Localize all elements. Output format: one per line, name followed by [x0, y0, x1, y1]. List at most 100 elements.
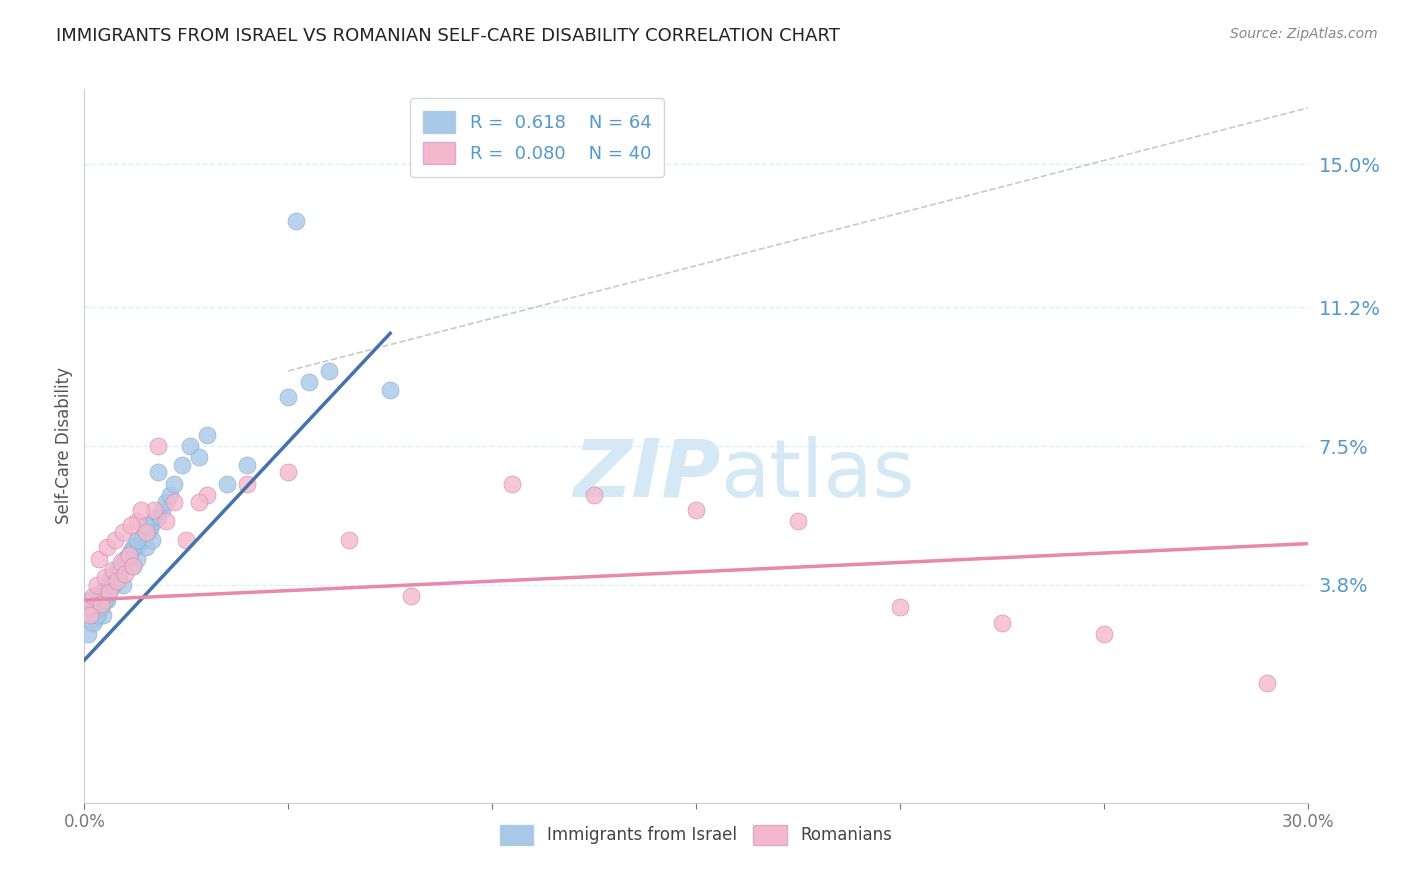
Point: [110, 563, 132, 577]
Point: [277, 465, 299, 479]
Point: [1092, 627, 1115, 641]
Text: atlas: atlas: [720, 435, 915, 514]
Point: [93, 570, 115, 584]
Point: [96, 593, 118, 607]
Point: [146, 510, 169, 524]
Point: [127, 533, 149, 547]
Point: [155, 495, 177, 509]
Point: [105, 570, 128, 584]
Point: [127, 514, 149, 528]
Point: [93, 593, 115, 607]
Point: [114, 566, 136, 581]
Point: [87, 597, 110, 611]
Point: [583, 488, 606, 502]
Point: [105, 563, 128, 577]
Point: [685, 503, 707, 517]
Point: [277, 390, 299, 404]
Point: [90, 597, 112, 611]
Point: [136, 525, 159, 540]
Point: [86, 607, 108, 622]
Point: [298, 375, 321, 389]
Point: [132, 529, 155, 543]
Point: [135, 525, 157, 540]
Point: [187, 495, 209, 509]
Point: [141, 533, 163, 547]
Point: [105, 574, 128, 589]
Point: [174, 533, 197, 547]
Point: [127, 551, 149, 566]
Point: [79, 593, 101, 607]
Point: [122, 559, 145, 574]
Point: [155, 514, 177, 528]
Point: [82, 604, 104, 618]
Text: ZIP: ZIP: [574, 435, 720, 514]
Point: [83, 612, 105, 626]
Point: [118, 548, 141, 562]
Point: [285, 213, 308, 227]
Point: [110, 556, 132, 570]
Point: [82, 589, 104, 603]
Point: [86, 589, 108, 603]
Point: [163, 495, 186, 509]
Point: [135, 517, 157, 532]
Point: [93, 582, 115, 596]
Point: [380, 383, 402, 397]
Point: [79, 607, 101, 622]
Point: [236, 476, 259, 491]
Point: [90, 600, 112, 615]
Point: [90, 585, 112, 599]
Point: [991, 615, 1014, 630]
Point: [77, 600, 100, 615]
Point: [195, 488, 218, 502]
Point: [97, 578, 120, 592]
Point: [142, 514, 165, 528]
Point: [150, 503, 173, 517]
Point: [131, 533, 153, 547]
Point: [124, 541, 146, 555]
Point: [86, 578, 108, 592]
Point: [187, 450, 209, 465]
Point: [114, 551, 136, 566]
Point: [172, 458, 194, 472]
Point: [115, 556, 138, 570]
Point: [114, 556, 136, 570]
Point: [889, 600, 911, 615]
Point: [138, 522, 160, 536]
Point: [77, 627, 100, 641]
Point: [112, 525, 135, 540]
Point: [101, 563, 124, 577]
Point: [104, 566, 127, 581]
Point: [118, 548, 141, 562]
Text: IMMIGRANTS FROM ISRAEL VS ROMANIAN SELF-CARE DISABILITY CORRELATION CHART: IMMIGRANTS FROM ISRAEL VS ROMANIAN SELF-…: [56, 27, 841, 45]
Point: [179, 439, 201, 453]
Point: [195, 427, 218, 442]
Point: [1256, 675, 1278, 690]
Point: [104, 533, 127, 547]
Point: [146, 439, 169, 453]
Point: [339, 533, 361, 547]
Point: [97, 585, 120, 599]
Point: [163, 476, 186, 491]
Point: [97, 585, 120, 599]
Point: [101, 574, 124, 589]
Point: [77, 600, 100, 615]
Point: [110, 559, 132, 574]
Point: [108, 570, 131, 584]
Y-axis label: Self-Care Disability: Self-Care Disability: [55, 368, 73, 524]
Point: [118, 548, 141, 562]
Point: [120, 544, 142, 558]
Point: [128, 536, 150, 550]
Point: [96, 541, 118, 555]
Point: [131, 503, 153, 517]
Point: [91, 607, 114, 622]
Point: [787, 514, 810, 528]
Point: [146, 465, 169, 479]
Text: Source: ZipAtlas.com: Source: ZipAtlas.com: [1230, 27, 1378, 41]
Point: [120, 517, 142, 532]
Point: [101, 578, 124, 592]
Point: [399, 589, 422, 603]
Point: [122, 559, 145, 574]
Point: [142, 503, 165, 517]
Point: [135, 541, 157, 555]
Point: [122, 541, 145, 555]
